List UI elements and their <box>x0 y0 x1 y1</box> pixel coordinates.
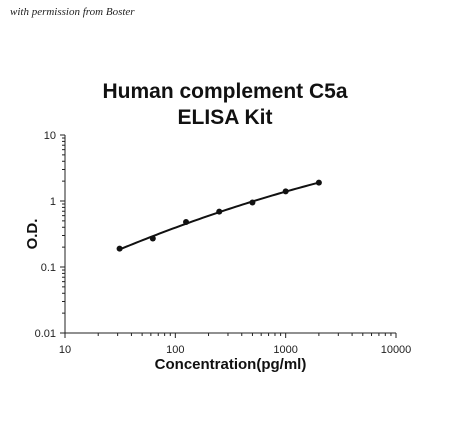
x-axis-label: Concentration(pg/ml) <box>155 356 307 373</box>
data-point <box>315 179 322 186</box>
x-tick-label: 10 <box>59 344 71 356</box>
y-tick-label: 1 <box>50 196 56 208</box>
y-tick-label: 10 <box>44 130 56 142</box>
x-tick-label: 100 <box>166 344 184 356</box>
watermark-text: with permission from Boster <box>10 6 135 18</box>
y-tick-label: 0.01 <box>35 328 56 340</box>
chart-title-line-1: Human complement C5a <box>102 80 348 103</box>
data-point <box>149 235 156 242</box>
fit-curve-line <box>119 181 320 251</box>
chart-title-line-2: ELISA Kit <box>177 106 273 129</box>
y-axis-label: O.D. <box>24 219 41 250</box>
x-tick-label: 10000 <box>381 344 412 356</box>
x-tick-label: 1000 <box>273 344 297 356</box>
data-point <box>216 208 223 215</box>
y-tick-label: 0.1 <box>41 262 56 274</box>
data-point <box>116 245 123 252</box>
data-point <box>249 199 256 206</box>
data-point <box>183 219 190 226</box>
data-point <box>282 188 289 195</box>
